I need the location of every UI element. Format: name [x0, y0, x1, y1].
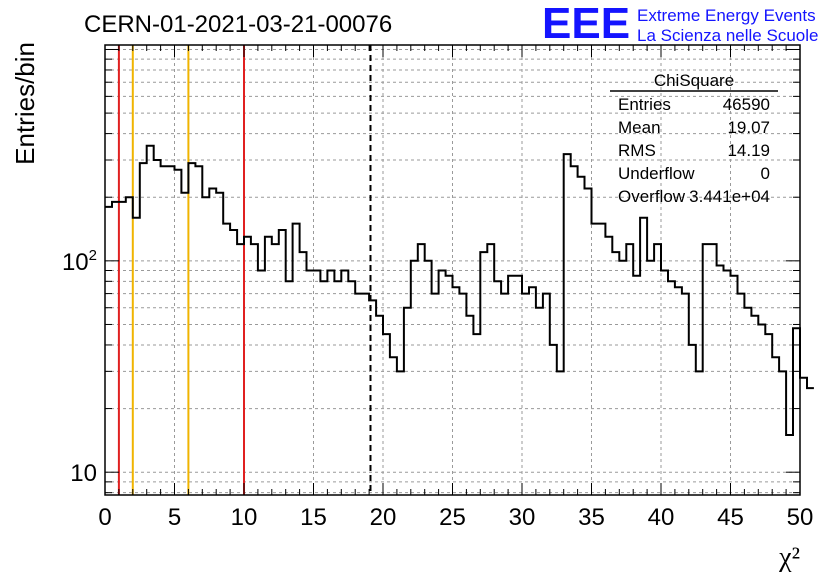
logo-line-1: Extreme Energy Events: [637, 6, 816, 25]
x-tick-label: 30: [509, 504, 536, 531]
x-tick-label: 5: [168, 504, 181, 531]
x-tick-label: 10: [231, 504, 258, 531]
grid: [105, 45, 800, 495]
x-tick-label: 45: [717, 504, 744, 531]
eee-logo: EEE: [542, 0, 630, 48]
stats-label-entries: Entries: [618, 95, 671, 114]
stats-label-underflow: Underflow: [618, 164, 695, 183]
stats-value-mean: 19.07: [727, 118, 770, 137]
y-tick-label: 10: [70, 460, 97, 487]
stats-box: ChiSquare Entries 46590 Mean 19.07 RMS 1…: [610, 71, 778, 206]
run-title: CERN-01-2021-03-21-00076: [84, 11, 392, 38]
x-tick-label: 20: [370, 504, 397, 531]
y-axis-label: Entries/bin: [10, 42, 40, 165]
y-tick-label: 102: [62, 247, 97, 276]
stats-label-mean: Mean: [618, 118, 661, 137]
stats-value-overflow: 3.441e+04: [689, 187, 770, 206]
x-tick-label: 50: [787, 504, 814, 531]
histogram: [105, 144, 814, 436]
stats-value-underflow: 0: [761, 164, 770, 183]
logo-line-2: La Scienza nelle Scuole: [637, 26, 818, 45]
x-tick-label: 15: [300, 504, 327, 531]
x-tick-label: 40: [648, 504, 675, 531]
x-axis-label: χ²: [778, 542, 800, 572]
stats-label-rms: RMS: [618, 141, 656, 160]
x-tick-label: 35: [578, 504, 605, 531]
x-tick-label: 0: [98, 504, 111, 531]
stats-value-rms: 14.19: [727, 141, 770, 160]
stats-title: ChiSquare: [654, 71, 734, 90]
histogram-line: [105, 144, 814, 436]
stats-label-overflow: Overflow: [618, 187, 686, 206]
marker-lines: [117, 45, 372, 495]
x-tick-label: 25: [439, 504, 466, 531]
axes: 0 5 10 15 20 25 30 35 40 45 50 10 102: [62, 44, 814, 531]
stats-value-entries: 46590: [723, 95, 770, 114]
